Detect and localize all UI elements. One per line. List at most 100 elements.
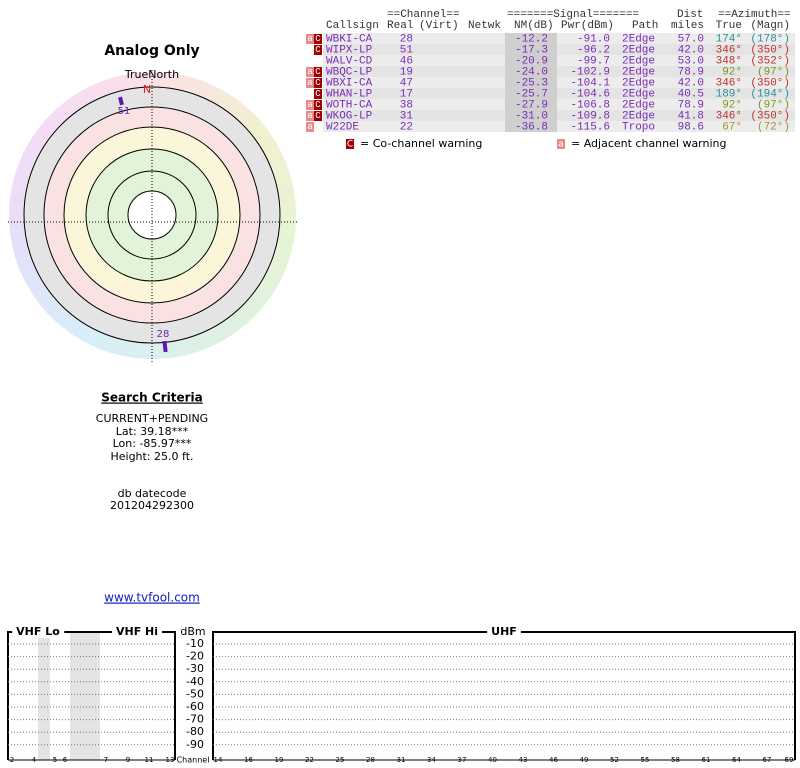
cell-path: 2Edge <box>622 88 655 100</box>
row-bg <box>323 110 795 121</box>
channel-label: 31 <box>397 756 406 764</box>
cell-dist: 42.0 <box>678 77 704 89</box>
dbm-tick: -60 <box>186 700 204 713</box>
row-bg <box>323 121 795 132</box>
cell-real: 22 <box>400 121 413 133</box>
column-header: (Virt) <box>419 20 459 32</box>
marker-label: 51 <box>118 106 131 117</box>
nm-cell-bg <box>505 77 557 88</box>
cell-nm: -20.9 <box>515 55 548 67</box>
cell-nm: -25.3 <box>515 77 548 89</box>
row-bg <box>323 88 795 99</box>
channel-label: 16 <box>244 756 253 764</box>
row-bg <box>323 33 795 44</box>
cell-callsign: WALV-CD <box>326 55 373 67</box>
nm-cell-bg <box>505 33 557 44</box>
cell-dist: 53.0 <box>678 55 704 67</box>
cell-pwr: -109.8 <box>570 110 610 122</box>
cell-pwr: -104.1 <box>570 77 610 89</box>
co-channel-badge <box>314 89 322 99</box>
channel-axis-label: Channel <box>177 756 210 765</box>
datecode: 201204292300 <box>110 499 194 512</box>
title: Analog Only <box>104 43 199 59</box>
cell-magn: (97°) <box>757 99 790 111</box>
badge-text: C <box>315 100 321 110</box>
cell-callsign: WKOG-LP <box>326 110 373 122</box>
channel-label: 37 <box>458 756 467 764</box>
cell-path: Tropo <box>622 121 655 133</box>
column-header: Real <box>387 20 413 32</box>
dbm-tick: -30 <box>186 662 204 675</box>
cell-pwr: -91.0 <box>577 33 610 45</box>
cell-true: 348° <box>716 55 742 67</box>
cell-nm: -27.9 <box>515 99 548 111</box>
cell-dist: 78.9 <box>678 66 704 78</box>
cell-path: 2Edge <box>622 55 655 67</box>
row-bg <box>323 99 795 110</box>
cell-real: 19 <box>400 66 413 78</box>
adjacent-badge <box>306 67 314 77</box>
cell-magn: (350°) <box>750 77 790 89</box>
column-header: miles <box>671 20 704 32</box>
cell-pwr: -104.6 <box>570 88 610 100</box>
channel-label: 49 <box>580 756 589 764</box>
band-label: UHF <box>491 625 517 638</box>
station-marker <box>162 340 168 353</box>
cell-real: 31 <box>400 110 414 122</box>
channel-label: 22 <box>305 756 314 764</box>
badge-text: a <box>307 67 313 77</box>
co-channel-badge <box>314 34 322 44</box>
channel-label: 69 <box>785 756 794 764</box>
station-table: ==Channel== =======Signal======= Dist ==Azi… <box>306 9 795 133</box>
nm-cell-bg <box>505 55 557 66</box>
channel-label: 14 <box>214 756 223 764</box>
cell-dist: 41.8 <box>678 110 704 122</box>
cell-path: 2Edge <box>622 110 655 122</box>
cell-real: 38 <box>400 99 413 111</box>
nm-cell-bg <box>505 66 557 77</box>
dbm-tick: -80 <box>186 725 204 738</box>
cell-magn: (178°) <box>750 33 790 45</box>
cell-pwr: -102.9 <box>570 66 610 78</box>
cell-real: 51 <box>400 44 414 56</box>
column-header: Callsign <box>326 20 379 32</box>
channel-label: 52 <box>610 756 619 764</box>
search-line: CURRENT+PENDING <box>96 412 208 425</box>
dbm-tick: -20 <box>186 650 204 663</box>
cell-path: 2Edge <box>622 33 655 45</box>
co-channel-badge <box>314 78 322 88</box>
datecode-label: db datecode <box>118 487 187 500</box>
adjacent-badge <box>557 139 565 149</box>
cell-pwr: -115.6 <box>570 121 610 133</box>
badge-text: C <box>315 45 321 55</box>
channel-label: 19 <box>275 756 284 764</box>
badge-text: C <box>315 111 321 121</box>
adjacent-badge <box>306 78 314 88</box>
channel-label: 9 <box>126 756 130 764</box>
cell-true: 92° <box>722 99 742 111</box>
cell-nm: -24.0 <box>515 66 548 78</box>
adjacent-badge <box>306 34 314 44</box>
link[interactable]: www.tvfool.com <box>104 591 200 605</box>
badge-text: a <box>558 140 564 150</box>
row-bg <box>323 55 795 66</box>
channel-label: 67 <box>763 756 772 764</box>
cell-true: 174° <box>716 33 742 45</box>
cell-nm: -36.8 <box>515 121 548 133</box>
badge-text: C <box>347 140 353 150</box>
badge-text: C <box>315 89 321 99</box>
group-header: ==Channel== <box>387 9 460 21</box>
column-header: Pwr(dBm) <box>561 20 614 32</box>
label-bg <box>111 625 163 638</box>
channel-label: 58 <box>671 756 680 764</box>
cell-true: 346° <box>716 44 742 56</box>
co-channel-badge <box>314 111 322 121</box>
cell-callsign: WOTH-CA <box>326 99 373 111</box>
band-shade <box>38 632 50 760</box>
badge-text: C <box>315 67 321 77</box>
channel-label: 25 <box>336 756 345 764</box>
cell-callsign: WHAN-LP <box>326 88 373 100</box>
channel-label: 55 <box>641 756 650 764</box>
